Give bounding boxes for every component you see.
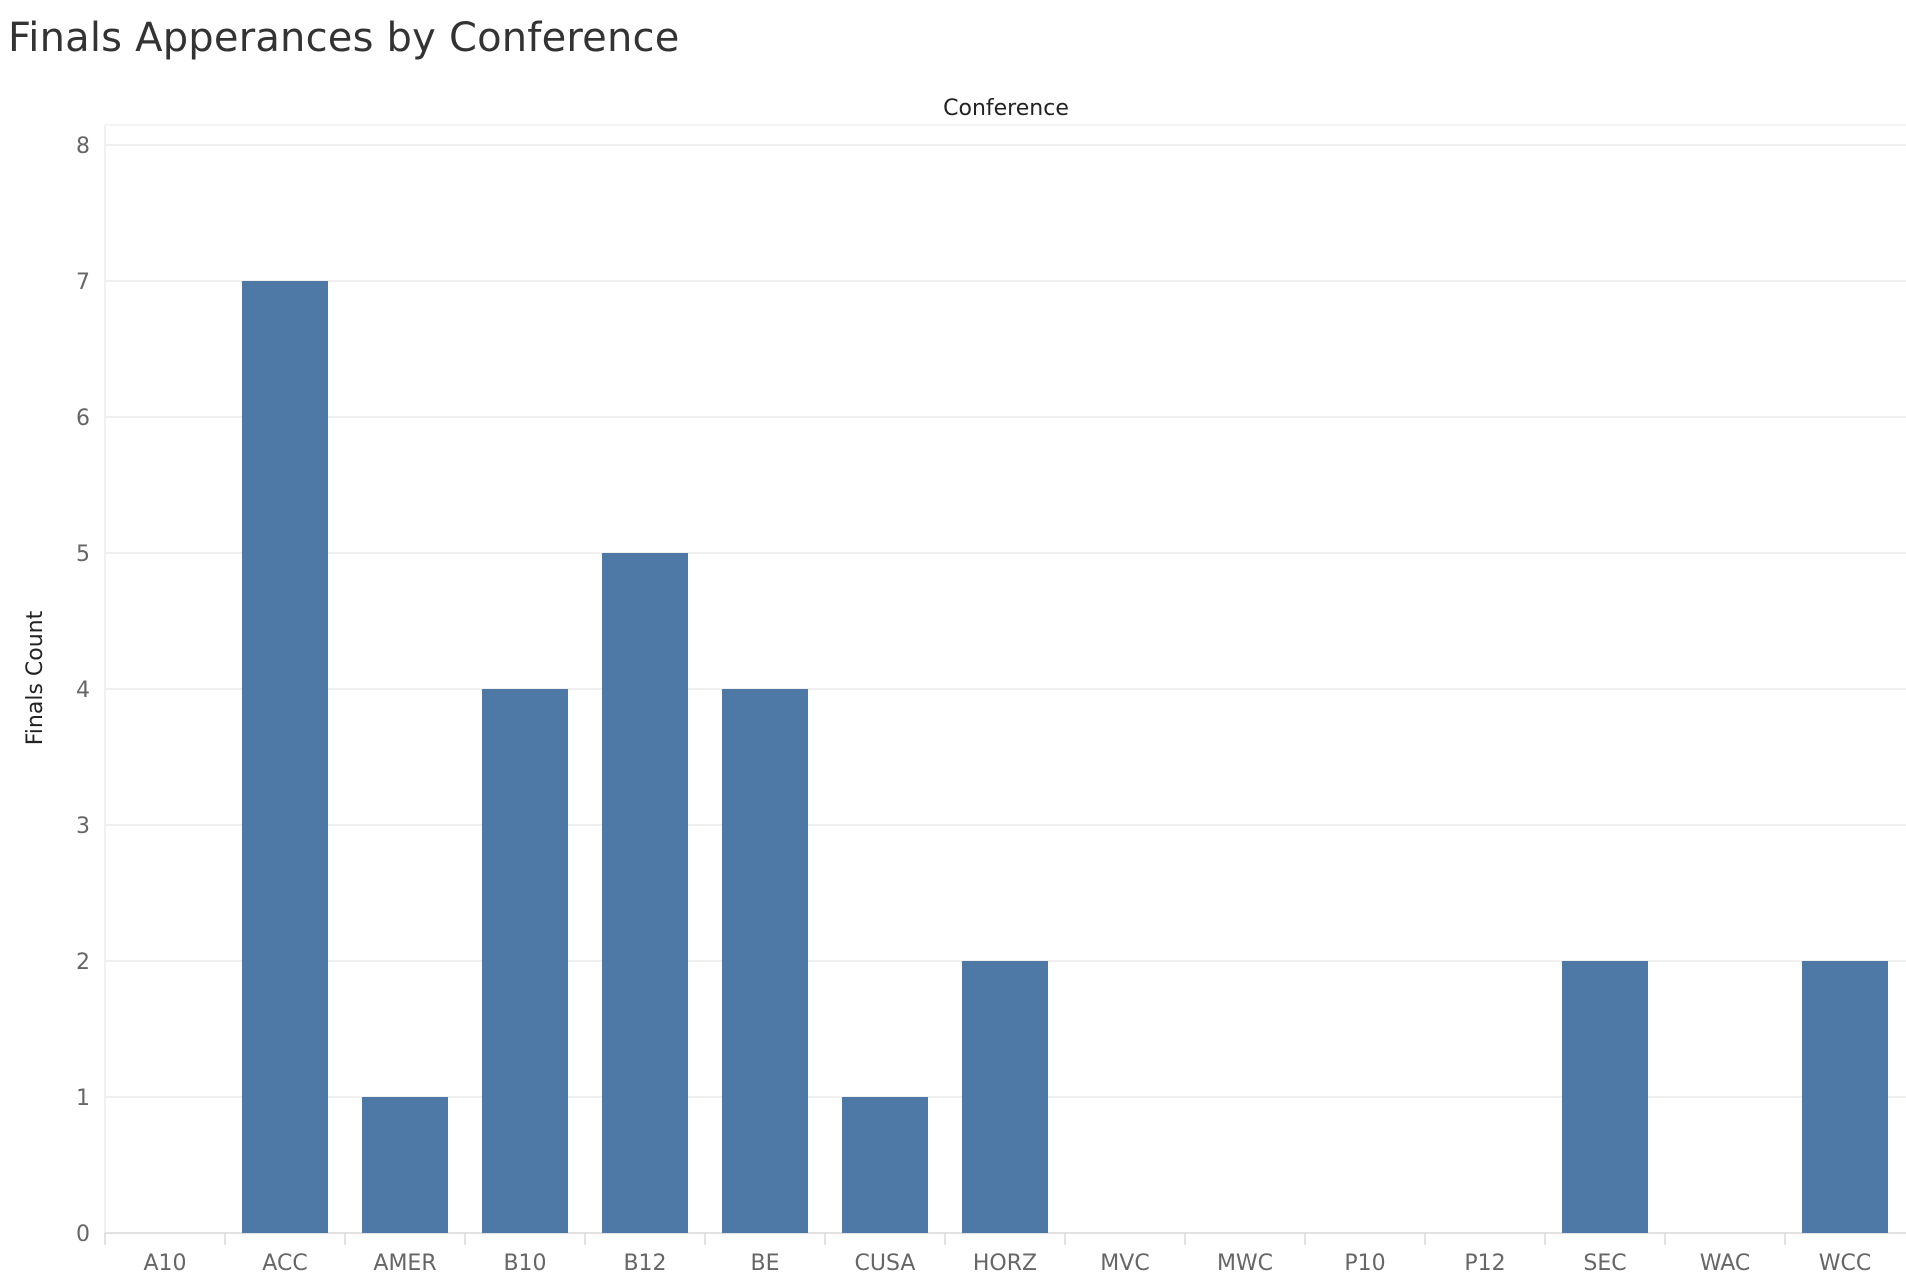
x-tick-label: HORZ <box>973 1251 1037 1276</box>
bar-be[interactable] <box>722 689 808 1233</box>
y-tick-label: 6 <box>76 406 90 431</box>
y-tick-label: 7 <box>76 270 90 295</box>
x-tick-label: WAC <box>1700 1251 1751 1276</box>
x-tick-label: B10 <box>503 1251 546 1276</box>
x-tick-label: A10 <box>143 1251 186 1276</box>
bar-wcc[interactable] <box>1802 961 1888 1233</box>
bar-horz[interactable] <box>962 961 1048 1233</box>
x-tick-label: WCC <box>1819 1251 1871 1276</box>
x-tick-label: SEC <box>1583 1251 1626 1276</box>
x-tick-label: BE <box>751 1251 780 1276</box>
bar-cusa[interactable] <box>842 1097 928 1233</box>
y-tick-label: 1 <box>76 1086 90 1111</box>
y-tick-label: 3 <box>76 814 90 839</box>
y-tick-label: 0 <box>76 1222 90 1247</box>
bar-b12[interactable] <box>602 553 688 1233</box>
bar-sec[interactable] <box>1562 961 1648 1233</box>
x-tick-label: P10 <box>1344 1251 1385 1276</box>
x-tick-label: B12 <box>623 1251 666 1276</box>
x-tick-label: MWC <box>1217 1251 1273 1276</box>
x-tick-label: MVC <box>1100 1251 1149 1276</box>
bar-amer[interactable] <box>362 1097 448 1233</box>
y-tick-label: 4 <box>76 678 90 703</box>
y-tick-label: 8 <box>76 134 90 159</box>
y-axis-title: Finals Count <box>23 610 48 745</box>
bar-acc[interactable] <box>242 281 328 1233</box>
x-tick-label: AMER <box>373 1251 436 1276</box>
x-axis-title: Conference <box>943 96 1069 121</box>
chart-title: Finals Apperances by Conference <box>8 15 680 61</box>
x-tick-label: CUSA <box>855 1251 916 1276</box>
x-tick-label: ACC <box>262 1251 307 1276</box>
bar-b10[interactable] <box>482 689 568 1233</box>
x-tick-label: P12 <box>1464 1251 1505 1276</box>
y-tick-label: 2 <box>76 950 90 975</box>
x-axis-ticks: A10 ACC AMER B10 B12 BE CUSA HORZ MVC MWC P10 P12 SE… <box>104 1233 1871 1276</box>
y-tick-label: 5 <box>76 542 90 567</box>
bars <box>242 281 1888 1233</box>
y-axis-ticks: 0 1 2 3 4 5 6 7 8 <box>76 134 90 1247</box>
